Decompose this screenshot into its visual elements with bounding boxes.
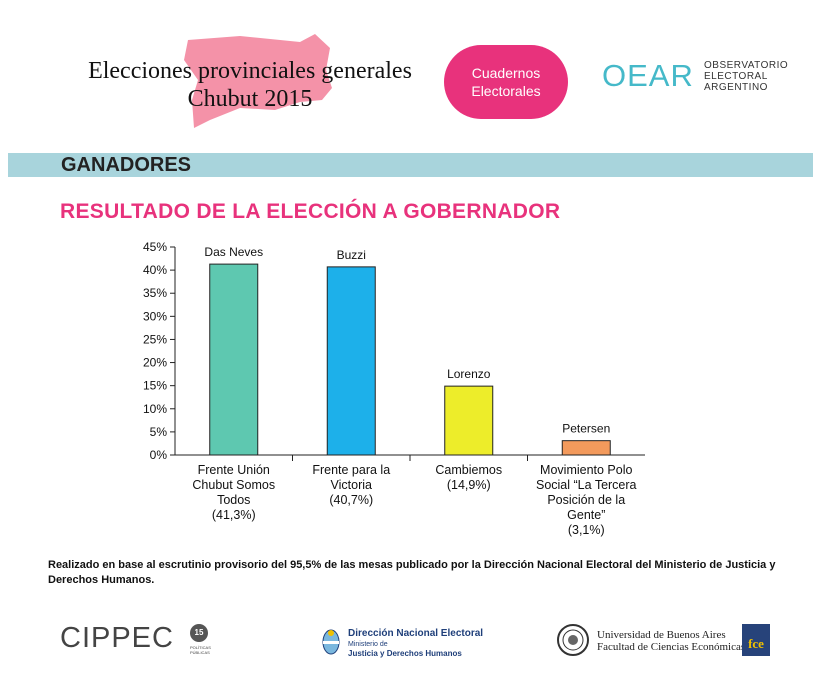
document-title-line2: Chubut 2015: [187, 86, 313, 112]
oear-text: OBSERVATORIO ELECTORAL ARGENTINO: [704, 60, 788, 93]
oear-logo: OEAR OBSERVATORIO ELECTORAL ARGENTINO: [602, 58, 802, 98]
bar: [561, 440, 611, 456]
chubut-map-shape: [184, 34, 332, 128]
y-tick-label: 15%: [143, 379, 167, 393]
data-label: Buzzi: [337, 248, 366, 262]
section-bar: GANADORES: [8, 153, 813, 177]
category-label: Frente Unión: [198, 463, 270, 477]
category-label: Gente”: [567, 508, 605, 522]
data-label: Lorenzo: [447, 367, 491, 381]
category-label: Social “La Tercera: [536, 478, 637, 492]
y-tick-label: 30%: [143, 309, 167, 323]
document-title: Elecciones provinciales generales Chubut…: [70, 57, 430, 113]
dne-line3: Justicia y Derechos Humanos: [348, 649, 462, 658]
data-label: Das Neves: [204, 245, 263, 259]
uba-line1: Universidad de Buenos Aires: [597, 629, 726, 641]
category-label: Movimiento Polo: [540, 463, 632, 477]
document-title-line1: Elecciones provinciales generales: [88, 58, 412, 84]
bar: [444, 385, 494, 456]
category-label: Cambiemos: [435, 463, 502, 477]
chart-title: RESULTADO DE LA ELECCIÓN A GOBERNADOR: [60, 200, 561, 223]
cuadernos-electorales-badge: Cuadernos Electorales: [444, 45, 568, 119]
cippec-anniversary-badge: 15: [190, 624, 208, 642]
y-tick-label: 20%: [143, 356, 167, 370]
data-label: Petersen: [562, 422, 610, 436]
y-tick-label: 25%: [143, 332, 167, 346]
cippec-sub1: POLÍTICAS: [190, 645, 211, 650]
oear-line2: ELECTORAL: [704, 71, 768, 82]
category-label: Todos: [217, 493, 250, 507]
uba-line2: Facultad de Ciencias Económicas: [597, 641, 746, 653]
y-tick-label: 40%: [143, 263, 167, 277]
category-label: Posición de la: [547, 493, 625, 507]
cippec-subtitle: POLÍTICAS PÚBLICAS: [190, 645, 211, 655]
oear-line1: OBSERVATORIO: [704, 60, 789, 71]
fce-logo: fce: [742, 624, 770, 656]
category-label: Chubut Somos: [192, 478, 275, 492]
bar-chart: 0% 5% 10% 15% 20% 25% 30% 35% 40% 45% Das Neves Fre…: [143, 240, 645, 537]
category-label: Victoria: [331, 478, 373, 492]
y-tick-label: 45%: [143, 240, 167, 254]
section-label: GANADORES: [61, 154, 192, 176]
category-label: (41,3%): [212, 508, 256, 522]
footnote: Realizado en base al escrutinio provisor…: [48, 559, 776, 586]
oear-mark: OEAR: [602, 58, 694, 93]
dne-text: Dirección Nacional Electoral Ministerio …: [348, 628, 548, 659]
badge-line1: Cuadernos: [471, 65, 541, 81]
dne-line1: Dirección Nacional Electoral: [348, 628, 484, 639]
category-label: (3,1%): [568, 523, 605, 537]
bar: [326, 266, 376, 456]
oear-line3: ARGENTINO: [704, 82, 768, 93]
category-label: (40,7%): [329, 493, 373, 507]
badge-line2: Electorales: [471, 83, 541, 99]
category-label: (14,9%): [447, 478, 491, 492]
argentina-emblem-icon: [322, 629, 340, 655]
y-tick-label: 5%: [150, 425, 168, 439]
dne-line2: Ministerio de: [348, 641, 388, 648]
y-tick-label: 0%: [150, 448, 168, 462]
cippec-logo: CIPPEC: [60, 622, 174, 654]
category-label: Frente para la: [312, 463, 390, 477]
uba-text: Universidad de Buenos Aires Facultad de …: [597, 629, 747, 653]
uba-seal-icon: [557, 624, 589, 656]
bar: [209, 263, 259, 456]
cippec-sub2: PÚBLICAS: [190, 650, 210, 655]
y-tick-label: 35%: [143, 286, 167, 300]
y-tick-label: 10%: [143, 402, 167, 416]
